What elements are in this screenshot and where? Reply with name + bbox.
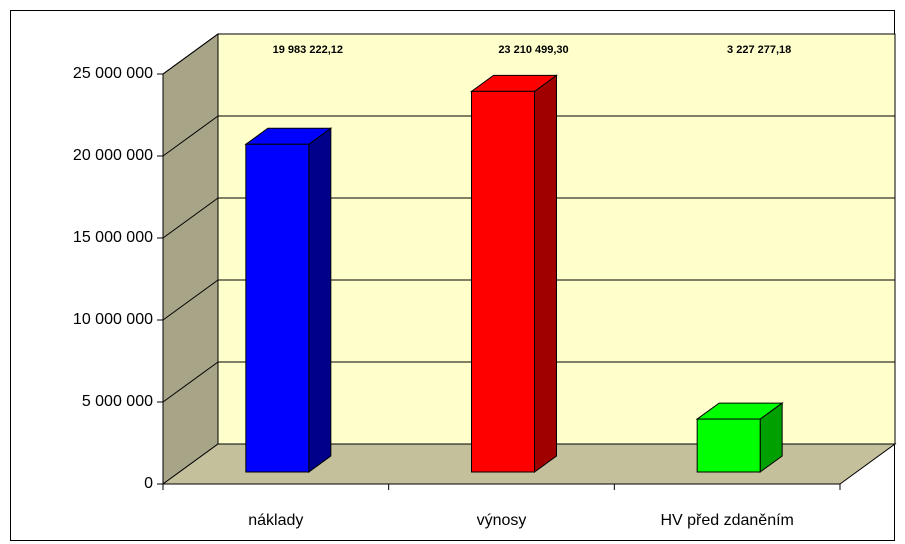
y-tick-label: 0: [144, 475, 153, 492]
grid-line: [162, 361, 219, 403]
bar: [471, 90, 535, 473]
bar-side: [534, 74, 557, 473]
y-tick-label: 15 000 000: [73, 229, 153, 246]
value-label: 3 227 277,18: [727, 44, 791, 56]
side-wall: [162, 33, 219, 485]
grid-line: [162, 33, 219, 75]
y-tick-label: 10 000 000: [73, 311, 153, 328]
bar: [696, 418, 761, 473]
bar-side: [308, 127, 332, 473]
x-tick-label: náklady: [248, 512, 303, 529]
x-tick-label: HV před zdaněním: [660, 512, 793, 529]
grid-line: [162, 279, 219, 321]
y-tick-label: 20 000 000: [73, 147, 153, 164]
grid-line: [162, 197, 219, 239]
y-tick-label: 25 000 000: [73, 65, 153, 82]
bar: [245, 143, 310, 473]
value-label: 23 210 499,30: [498, 44, 568, 56]
x-tick-label: výnosy: [477, 512, 527, 529]
grid-line: [162, 115, 219, 157]
y-tick-label: 5 000 000: [82, 393, 153, 410]
value-label: 19 983 222,12: [273, 44, 343, 56]
